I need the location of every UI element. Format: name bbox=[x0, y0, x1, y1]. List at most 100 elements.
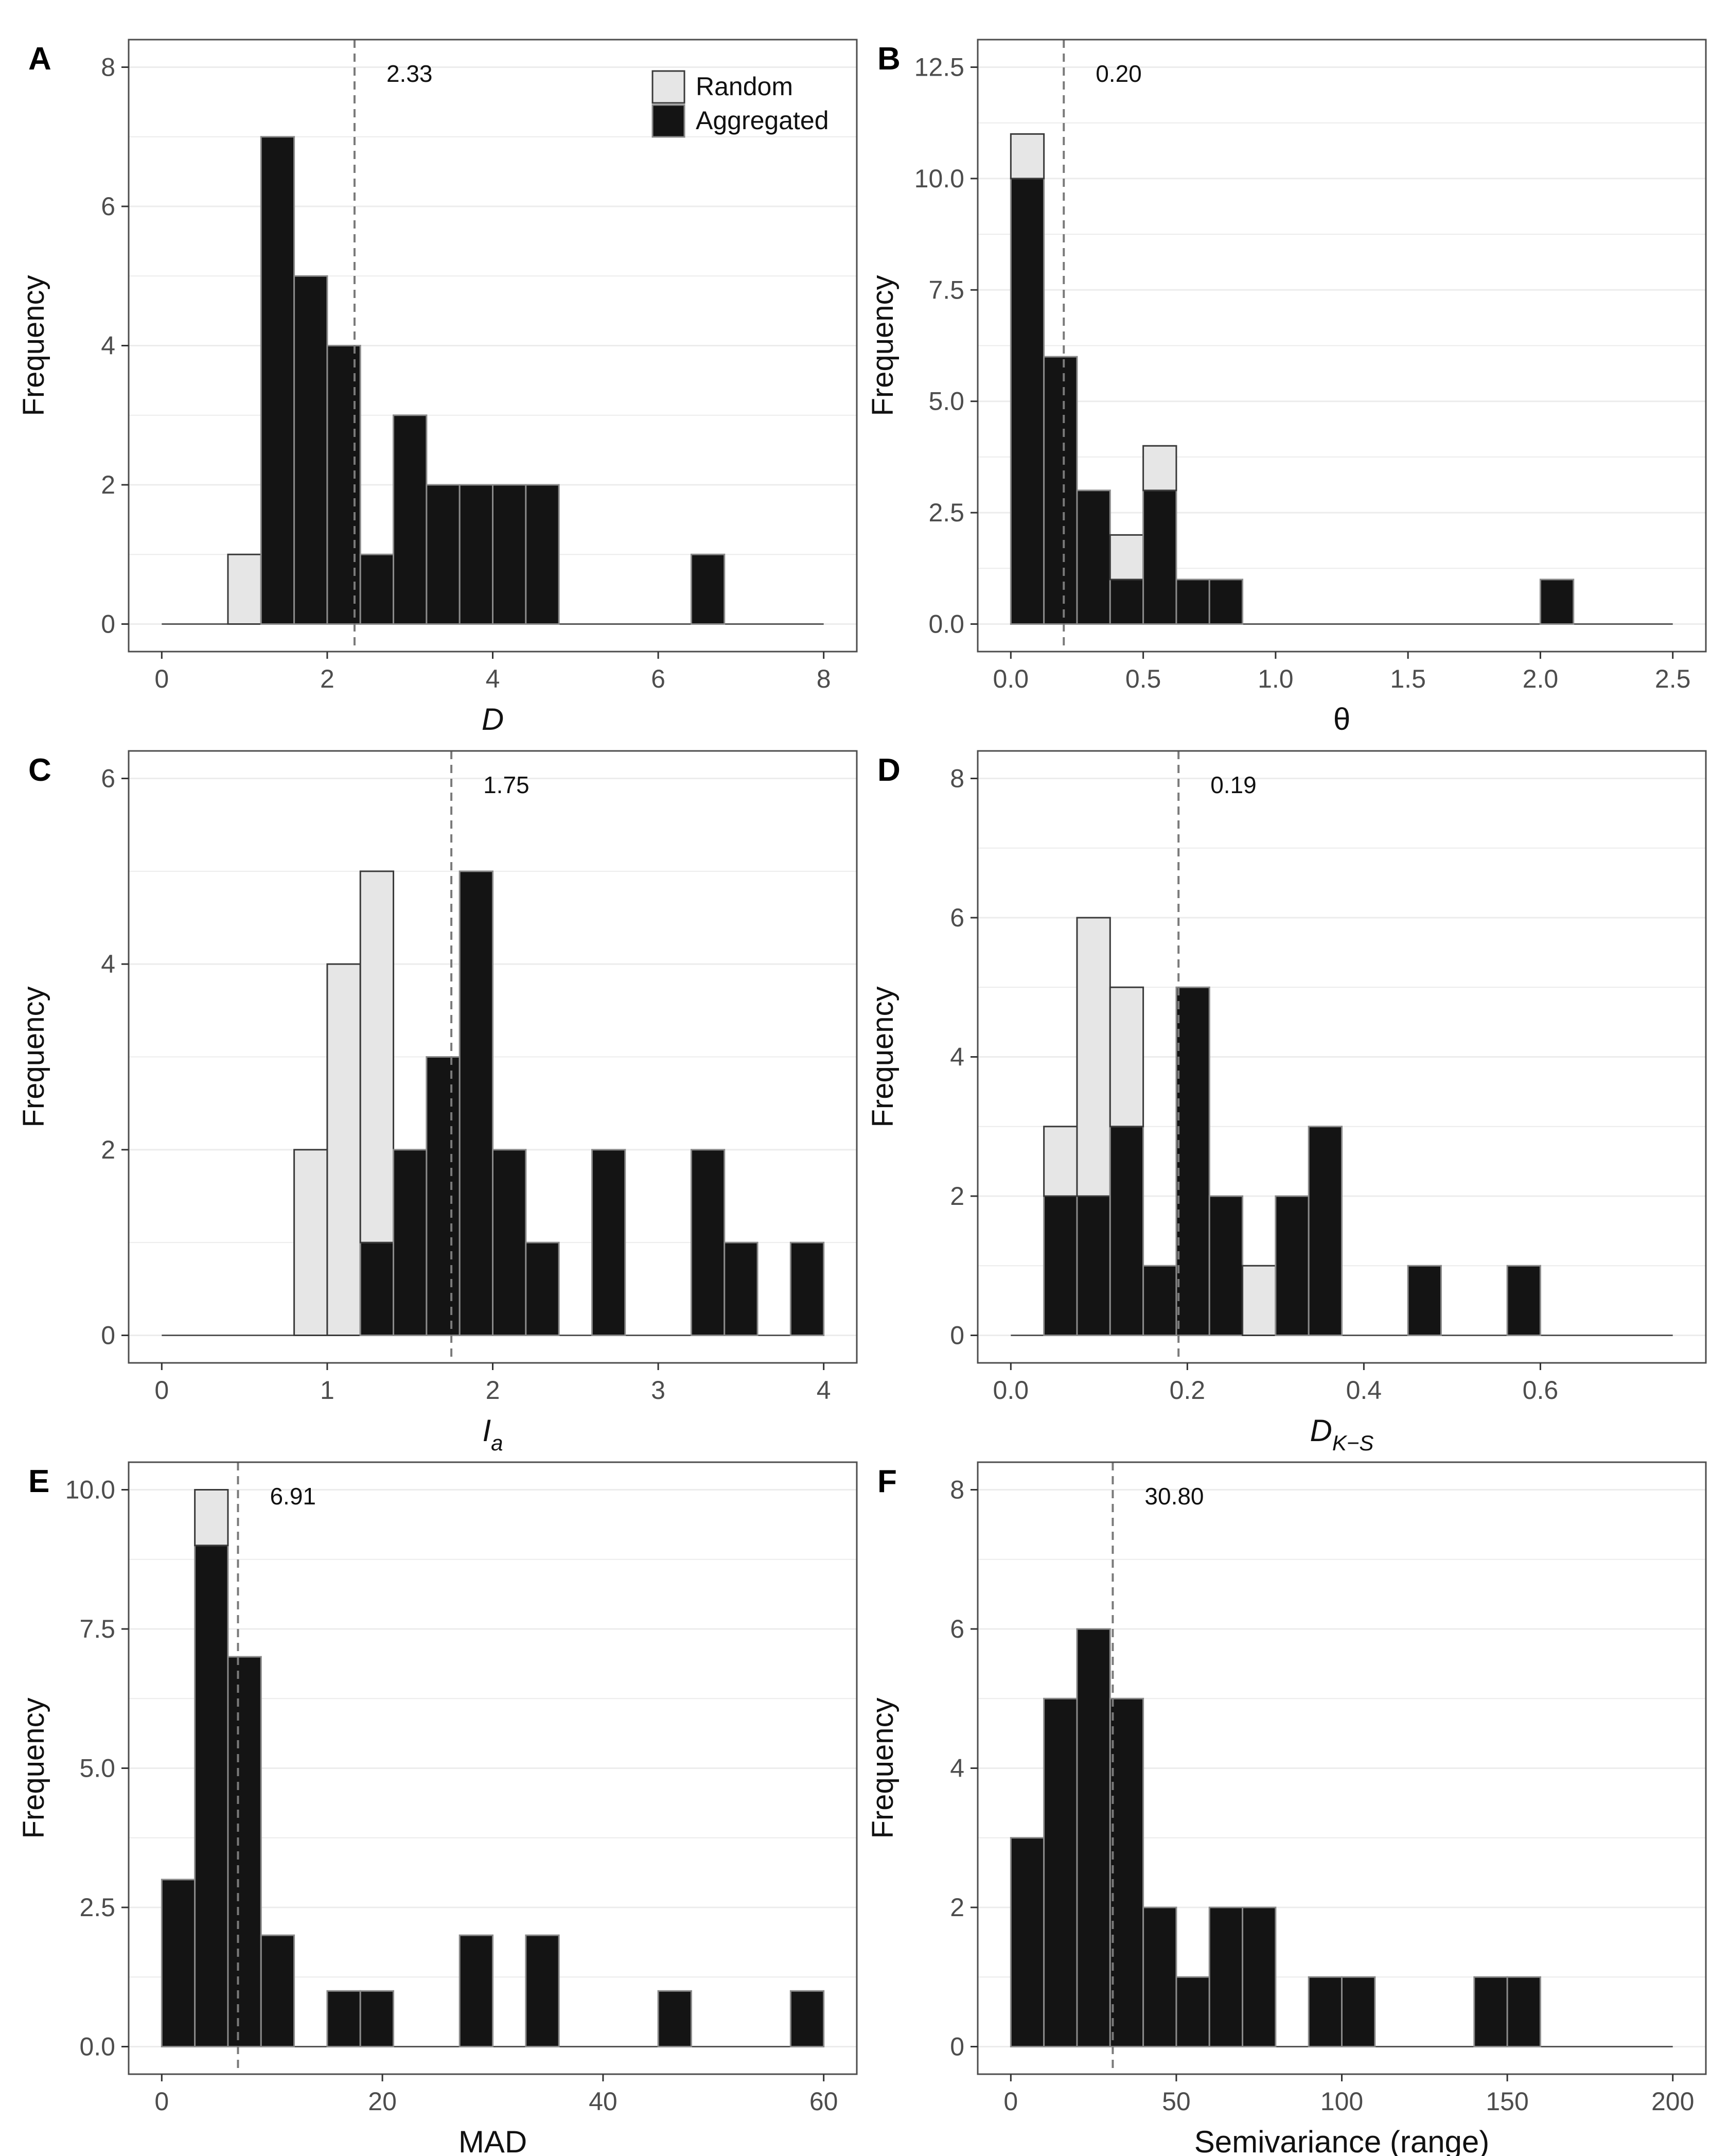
x-tick-label: 60 bbox=[809, 2087, 838, 2116]
bar-aggregated bbox=[657, 1990, 692, 2047]
bar-aggregated bbox=[591, 1149, 626, 1336]
mean-reference-label: 0.19 bbox=[1210, 772, 1257, 798]
x-axis-title: DK−S bbox=[1310, 1413, 1374, 1455]
x-tick-label: 1.0 bbox=[1258, 664, 1294, 693]
bar-aggregated bbox=[1308, 1976, 1343, 2047]
x-tick-label: 0.0 bbox=[993, 1376, 1029, 1405]
x-tick-label: 200 bbox=[1651, 2087, 1694, 2116]
y-tick-label: 2.5 bbox=[928, 498, 964, 527]
y-tick-label: 7.5 bbox=[79, 1615, 115, 1643]
mean-reference-label: 6.91 bbox=[270, 1483, 316, 1510]
bar-aggregated bbox=[1407, 1265, 1442, 1336]
x-axis-title: D bbox=[482, 702, 504, 737]
bar-random bbox=[1142, 445, 1177, 492]
y-tick-label: 7.5 bbox=[928, 275, 964, 304]
panel-label: C bbox=[28, 752, 51, 788]
bar-aggregated bbox=[1109, 1697, 1144, 2047]
bar-aggregated bbox=[393, 1149, 428, 1336]
y-tick-label: 4 bbox=[101, 331, 115, 360]
mean-reference-label: 30.80 bbox=[1144, 1483, 1204, 1510]
legend: Random Aggregated bbox=[651, 70, 829, 138]
x-tick-label: 0.5 bbox=[1125, 664, 1161, 693]
bar-aggregated bbox=[359, 1990, 395, 2047]
bar-random bbox=[293, 1149, 328, 1336]
y-axis-title: Frequency bbox=[866, 986, 900, 1127]
bar-random bbox=[1076, 917, 1111, 1197]
bar-random bbox=[1109, 534, 1144, 581]
bar-random bbox=[1109, 986, 1144, 1128]
bar-aggregated bbox=[525, 1241, 560, 1336]
bar-aggregated bbox=[1142, 1906, 1177, 2047]
x-tick-label: 1.5 bbox=[1390, 664, 1426, 693]
x-tick-label: 0 bbox=[154, 1376, 169, 1405]
x-tick-label: 2 bbox=[320, 664, 334, 693]
panel-label: F bbox=[877, 1464, 897, 1499]
y-tick-label: 4 bbox=[950, 1043, 964, 1072]
x-tick-label: 150 bbox=[1486, 2087, 1528, 2116]
bar-aggregated bbox=[724, 1241, 759, 1336]
bar-aggregated bbox=[359, 553, 395, 625]
y-tick-label: 8 bbox=[950, 764, 964, 793]
bar-aggregated bbox=[690, 553, 726, 625]
x-axis-title-text: θ bbox=[1333, 702, 1350, 737]
y-tick-label: 2 bbox=[950, 1893, 964, 1922]
mean-reference-label: 2.33 bbox=[386, 60, 433, 87]
bar-aggregated bbox=[227, 1656, 262, 2047]
bar-random bbox=[359, 870, 395, 1243]
bar-aggregated bbox=[1175, 986, 1210, 1336]
y-tick-label: 8 bbox=[950, 1476, 964, 1504]
bar-aggregated bbox=[1473, 1976, 1508, 2047]
bar-aggregated bbox=[690, 1149, 726, 1336]
y-tick-label: 12.5 bbox=[914, 53, 964, 82]
x-tick-label: 4 bbox=[817, 1376, 831, 1405]
x-tick-label: 100 bbox=[1320, 2087, 1363, 2116]
x-axis-title-subscript: K−S bbox=[1332, 1431, 1374, 1455]
x-tick-label: 8 bbox=[817, 664, 831, 693]
x-tick-label: 0 bbox=[154, 664, 169, 693]
bar-aggregated bbox=[326, 1990, 361, 2047]
x-axis-title: Semivariance (range) bbox=[1194, 2125, 1490, 2156]
y-tick-label: 0.0 bbox=[928, 609, 964, 638]
x-tick-label: 0.0 bbox=[993, 664, 1029, 693]
bar-aggregated bbox=[1076, 1195, 1111, 1336]
bar-aggregated bbox=[789, 1241, 825, 1336]
bar-aggregated bbox=[1208, 1906, 1244, 2047]
x-tick-label: 0.6 bbox=[1523, 1376, 1559, 1405]
bar-random bbox=[1010, 133, 1045, 180]
bar-aggregated bbox=[1043, 1697, 1078, 2047]
x-tick-label: 20 bbox=[368, 2087, 397, 2116]
y-tick-label: 6 bbox=[101, 192, 115, 221]
x-tick-label: 3 bbox=[651, 1376, 665, 1405]
x-axis-title-subscript: a bbox=[491, 1431, 503, 1455]
bar-aggregated bbox=[1076, 489, 1111, 625]
y-tick-label: 4 bbox=[101, 950, 115, 978]
panel-B: 0.20 0.0 2.5 5.0 7.5 10.0 12.5 0.0 0.5 1.0 1.5 2.0 2… bbox=[866, 39, 1707, 737]
bar-aggregated bbox=[260, 1934, 295, 2047]
x-tick-label: 1 bbox=[320, 1376, 334, 1405]
bar-aggregated bbox=[492, 1149, 527, 1336]
y-tick-label: 4 bbox=[950, 1754, 964, 1783]
y-axis-title: Frequency bbox=[866, 1697, 900, 1838]
bar-aggregated bbox=[426, 1056, 461, 1336]
y-tick-label: 5.0 bbox=[928, 387, 964, 416]
y-tick-label: 6 bbox=[950, 903, 964, 932]
x-tick-label: 4 bbox=[486, 664, 500, 693]
bar-aggregated bbox=[1175, 579, 1210, 625]
panel-label: B bbox=[877, 41, 901, 77]
y-tick-label: 0 bbox=[950, 1321, 964, 1349]
panel-label: E bbox=[28, 1464, 49, 1499]
panel-label: D bbox=[877, 752, 901, 788]
legend-label-aggregated: Aggregated bbox=[696, 106, 829, 135]
bar-aggregated bbox=[1208, 1195, 1244, 1336]
panel-E: 6.91 0.0 2.5 5.0 7.5 10.0 0 20 40 60 Frequency MAD E bbox=[17, 1461, 858, 2156]
y-tick-label: 2.5 bbox=[79, 1893, 115, 1922]
bar-aggregated bbox=[459, 1934, 494, 2047]
bar-aggregated bbox=[459, 484, 494, 625]
y-tick-label: 0 bbox=[950, 2032, 964, 2061]
y-tick-label: 8 bbox=[101, 53, 115, 82]
y-tick-label: 0 bbox=[101, 1321, 115, 1349]
legend-label-random: Random bbox=[696, 72, 793, 101]
x-tick-label: 0 bbox=[154, 2087, 169, 2116]
bar-aggregated bbox=[359, 1241, 395, 1336]
